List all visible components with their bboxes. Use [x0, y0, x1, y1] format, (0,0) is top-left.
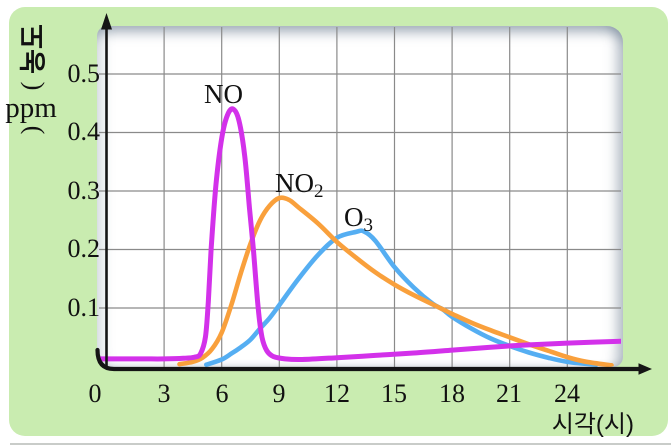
- curve-label-NO2: NO2: [275, 168, 324, 202]
- x-tick-21: 21: [496, 379, 522, 408]
- y-tick-0.1: 0.1: [67, 293, 101, 322]
- y-tick-0.4: 0.4: [67, 117, 101, 146]
- x-tick-12: 12: [324, 379, 350, 408]
- y-axis-title: 농도 ( ppm ): [2, 20, 60, 138]
- page-divider-line: [10, 443, 671, 445]
- x-axis-title: 시각(시): [551, 411, 634, 438]
- y-tick-0.5: 0.5: [67, 59, 101, 88]
- x-tick-18: 18: [439, 379, 465, 408]
- x-tick-6: 6: [215, 379, 229, 408]
- x-tick-24: 24: [554, 379, 580, 408]
- y-tick-0.3: 0.3: [67, 176, 101, 205]
- y-axis-title-unit: ppm: [5, 92, 57, 124]
- x-tick-9: 9: [272, 379, 286, 408]
- x-tick-15: 15: [381, 379, 407, 408]
- y-tick-0.2: 0.2: [67, 234, 101, 263]
- curve-label-O3: O3: [344, 202, 373, 236]
- plot-area: [97, 26, 623, 367]
- curve-label-NO: NO: [204, 79, 243, 109]
- x-tick-3: 3: [157, 379, 171, 408]
- x-tick-0: 0: [88, 379, 102, 408]
